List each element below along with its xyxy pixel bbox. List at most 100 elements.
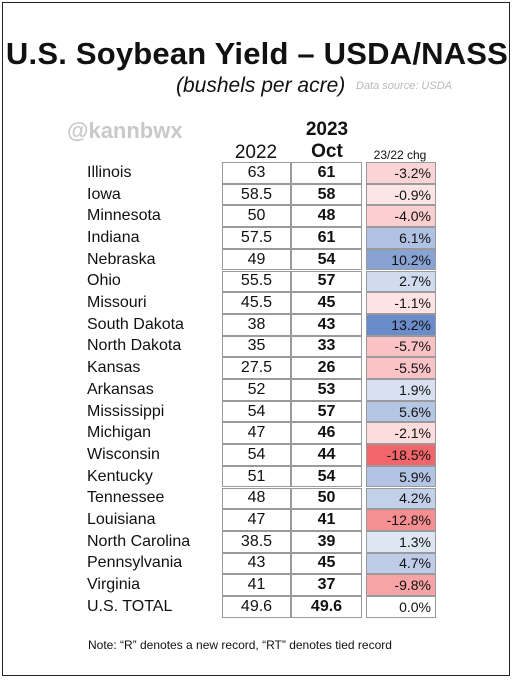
yield-2022-cell: 51 [222,465,291,488]
row-state-label: Kentucky [87,467,153,485]
row-state-label: Pennsylvania [87,554,183,572]
change-cell: 6.1% [366,227,436,249]
yield-2022-cell: 57.5 [222,227,291,249]
row-state-label: U.S. TOTAL [87,597,173,615]
yield-2022-cell: 43 [222,552,291,575]
row-state-label: Nebraska [87,250,156,268]
yield-2023-cell: 45 [291,292,362,314]
change-cell: -3.2% [366,162,436,184]
column-header-2023-year: 2023 [305,119,349,140]
yield-2023-cell: 26 [291,357,362,379]
yield-2023-cell: 46 [291,422,362,445]
yield-2022-cell: 50 [222,205,291,228]
yield-2023-cell: 61 [291,162,362,184]
yield-2022-cell: 49.6 [222,596,291,618]
table-row: Kentucky 51 54 5.9% [0,465,514,488]
row-state-label: Minnesota [87,207,161,225]
change-cell: -5.5% [366,357,436,379]
change-cell: 5.6% [366,400,436,423]
yield-2022-cell: 55.5 [222,270,291,293]
change-cell: -1.1% [366,292,436,314]
yield-2023-cell: 33 [291,335,362,358]
yield-2022-cell: 47 [222,509,291,531]
yield-2023-cell: 54 [291,248,362,271]
yield-2023-cell: 41 [291,509,362,531]
table-row: Louisiana 47 41 -12.8% [0,509,514,531]
table-row: Ohio 55.5 57 2.7% [0,270,514,293]
yield-2022-cell: 58.5 [222,183,291,206]
table-row: Arkansas 52 53 1.9% [0,379,514,401]
table-row: Mississippi 54 57 5.6% [0,400,514,423]
yield-2022-cell: 52 [222,379,291,401]
yield-2022-cell: 63 [222,162,291,184]
change-cell: 10.2% [366,248,436,271]
change-cell: 5.9% [366,465,436,488]
row-state-label: Tennessee [87,489,165,507]
change-cell: 4.7% [366,552,436,575]
yield-2023-cell: 37 [291,574,362,596]
table-row: U.S. TOTAL 49.6 49.6 0.0% [0,596,514,618]
row-state-label: Missouri [87,294,147,312]
yield-2023-cell: 44 [291,444,362,466]
yield-2023-cell: 50 [291,487,362,510]
row-state-label: Ohio [87,272,121,290]
table-row: Tennessee 48 50 4.2% [0,487,514,510]
change-cell: -12.8% [366,509,436,531]
table-row: Pennsylvania 43 45 4.7% [0,552,514,575]
author-handle-watermark: @kannbwx [67,118,183,143]
data-source-label: Data source: USDA [356,80,452,92]
yield-2023-cell: 49.6 [291,596,362,618]
table-row: Wisconsin 54 44 -18.5% [0,444,514,466]
change-cell: -18.5% [366,444,436,466]
yield-2023-cell: 53 [291,379,362,401]
column-header-2022: 2022 [234,142,278,163]
chart-title: U.S. Soybean Yield – USDA/NASS [5,36,509,71]
change-cell: -2.1% [366,422,436,445]
yield-2023-cell: 61 [291,227,362,249]
yield-2022-cell: 45.5 [222,292,291,314]
yield-2023-cell: 54 [291,465,362,488]
table-row: Nebraska 49 54 10.2% [0,248,514,271]
yield-2022-cell: 47 [222,422,291,445]
yield-2022-cell: 54 [222,444,291,466]
row-state-label: Illinois [87,163,132,181]
table-row: South Dakota 38 43 13.2% [0,313,514,336]
yield-2023-cell: 57 [291,270,362,293]
column-header-change: 23/22 chg [373,148,427,162]
row-state-label: Mississippi [87,402,165,420]
change-cell: 1.3% [366,530,436,553]
row-state-label: Iowa [87,185,121,203]
change-cell: 1.9% [366,379,436,401]
chart-subtitle: (bushels per acre) [176,74,346,97]
change-cell: -9.8% [366,574,436,596]
change-cell: 0.0% [366,596,436,618]
row-state-label: Wisconsin [87,445,160,463]
row-state-label: Kansas [87,359,141,377]
footnote: Note: “R” denotes a new record, “RT” den… [88,638,392,652]
yield-2022-cell: 35 [222,335,291,358]
row-state-label: Virginia [87,576,141,594]
yield-2023-cell: 58 [291,183,362,206]
row-state-label: Michigan [87,424,152,442]
table-row: North Dakota 35 33 -5.7% [0,335,514,358]
change-cell: 13.2% [366,313,436,336]
yield-2022-cell: 54 [222,400,291,423]
change-cell: 4.2% [366,487,436,510]
row-state-label: Arkansas [87,380,154,398]
table-row: Missouri 45.5 45 -1.1% [0,292,514,314]
row-state-label: Indiana [87,228,140,246]
change-cell: 2.7% [366,270,436,293]
yield-2022-cell: 38 [222,313,291,336]
yield-2023-cell: 45 [291,552,362,575]
row-state-label: Louisiana [87,511,156,529]
row-state-label: North Carolina [87,532,191,550]
column-header-2023-oct: 2023 Oct [292,119,362,163]
table-row: Kansas 27.5 26 -5.5% [0,357,514,379]
table-row: North Carolina 38.5 39 1.3% [0,530,514,553]
yield-2022-cell: 49 [222,248,291,271]
table-row: Iowa 58.5 58 -0.9% [0,183,514,206]
yield-2022-cell: 38.5 [222,530,291,553]
yield-2023-cell: 57 [291,400,362,423]
change-cell: -5.7% [366,335,436,358]
yield-2023-cell: 48 [291,205,362,228]
